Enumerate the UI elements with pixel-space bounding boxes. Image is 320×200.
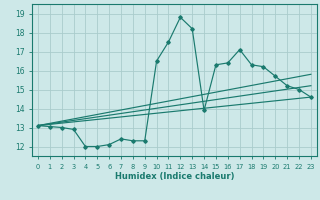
X-axis label: Humidex (Indice chaleur): Humidex (Indice chaleur) <box>115 172 234 181</box>
